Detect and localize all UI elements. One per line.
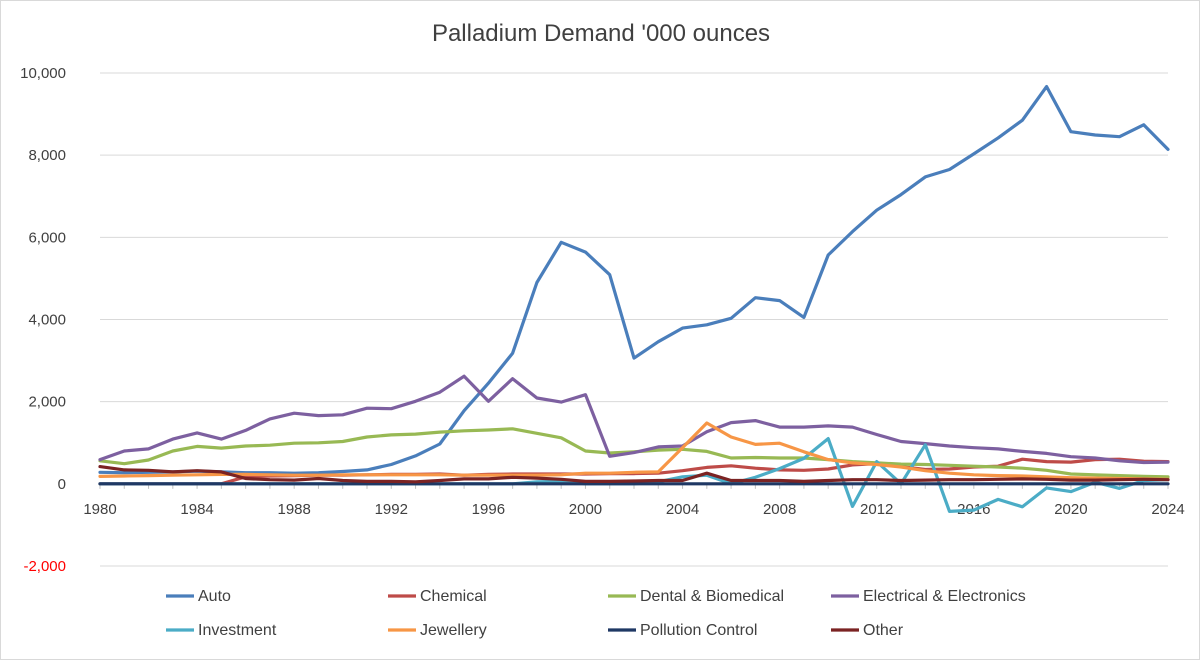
legend-label-pollution-control: Pollution Control [640, 622, 757, 639]
y-tick-label: -2,000 [23, 558, 66, 575]
legend-label-electrical-electronics: Electrical & Electronics [863, 588, 1026, 605]
y-tick-label: 2,000 [28, 394, 66, 411]
series-line-jewellery [98, 421, 1170, 481]
gridlines [100, 72, 1168, 567]
y-tick-label: 0 [58, 476, 66, 493]
x-tick-label: 1992 [375, 501, 408, 518]
series-line-auto [98, 84, 1170, 475]
x-tick-label: 2012 [860, 501, 893, 518]
x-tick-label: 2000 [569, 501, 602, 518]
x-tick-label: 2008 [763, 501, 796, 518]
x-axis: 1980 1984 1988 1992 1996 2000 2004 2008 2012 2016… [83, 483, 1185, 518]
legend-label-other: Other [863, 622, 904, 639]
y-tick-label: 6,000 [28, 229, 66, 246]
legend-label-jewellery: Jewellery [420, 622, 487, 639]
legend: Auto Chemical Dental & Biomedical Electrica… [166, 588, 1026, 639]
x-tick-label: 2004 [666, 501, 699, 518]
x-tick-label: 2024 [1151, 501, 1184, 518]
x-tick-label: 1996 [472, 501, 505, 518]
x-tick-label: 2020 [1054, 501, 1087, 518]
chart-title: Palladium Demand '000 ounces [432, 20, 770, 47]
y-tick-label: 10,000 [20, 65, 66, 82]
series-line-other [98, 465, 1170, 484]
x-tick-label: 1988 [277, 501, 310, 518]
legend-label-chemical: Chemical [420, 588, 487, 605]
legend-label-dental-biomedical: Dental & Biomedical [640, 588, 784, 605]
series-lines [98, 84, 1170, 513]
y-axis-tick-labels: 10,000 8,000 6,000 4,000 2,000 0 -2,000 [20, 65, 66, 575]
series-line-electrical-electronics [98, 374, 1170, 465]
x-tick-label: 1980 [83, 501, 116, 518]
x-tick-label: 1984 [180, 501, 213, 518]
legend-label-auto: Auto [198, 588, 231, 605]
legend-label-investment: Investment [198, 622, 277, 639]
y-tick-label: 8,000 [28, 147, 66, 164]
y-tick-label: 4,000 [28, 312, 66, 329]
